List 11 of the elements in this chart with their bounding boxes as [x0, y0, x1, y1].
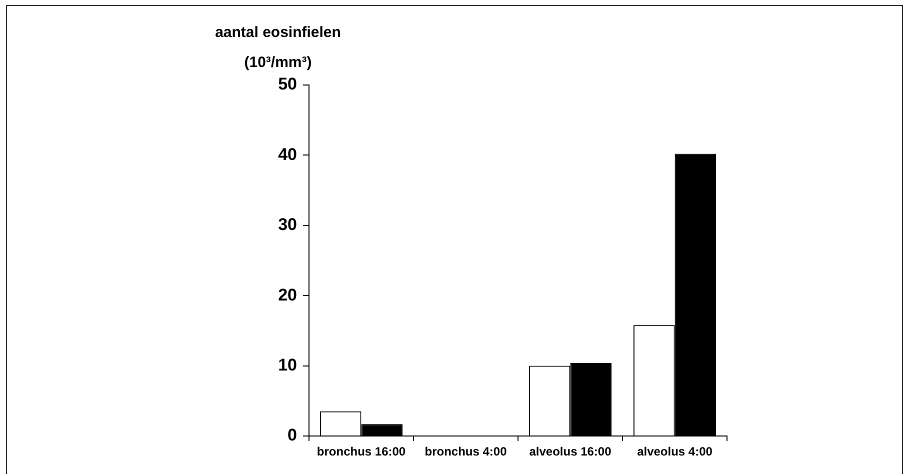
y-axis-title: aantal eosinfielen (10³/mm³) [215, 24, 341, 71]
x-tick-label: alveolus 16:00 [529, 444, 612, 459]
y-tick-label: 50 [278, 74, 297, 94]
y-tick-label: 0 [288, 426, 297, 445]
y-tick-label: 10 [278, 355, 297, 374]
y-tick-label: 40 [278, 144, 297, 164]
x-tick-label: bronchus 16:00 [316, 444, 406, 459]
y-tick-label: 30 [278, 215, 297, 234]
x-tick-label: alveolus 4:00 [637, 444, 713, 459]
y-tick-label: 20 [278, 285, 297, 304]
x-tick-label: bronchus 4:00 [424, 444, 508, 459]
